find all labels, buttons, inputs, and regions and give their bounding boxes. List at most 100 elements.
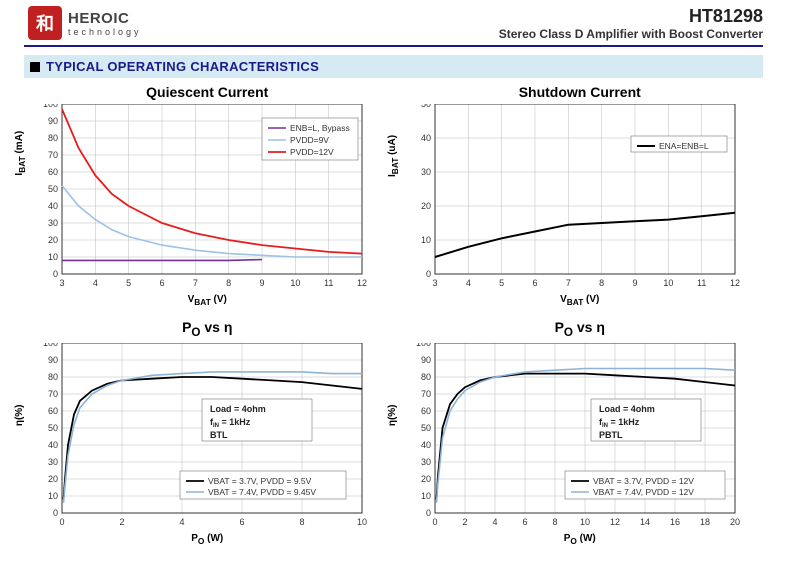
svg-text:5: 5 [499, 278, 504, 288]
part-description: Stereo Class D Amplifier with Boost Conv… [499, 27, 763, 41]
svg-text:0: 0 [425, 508, 430, 518]
svg-text:100: 100 [415, 343, 430, 348]
svg-text:60: 60 [48, 406, 58, 416]
svg-text:20: 20 [48, 235, 58, 245]
svg-text:8: 8 [552, 517, 557, 527]
svg-text:4: 4 [93, 278, 98, 288]
legend-label: VBAT = 3.7V, PVDD = 9.5V [208, 476, 312, 486]
svg-text:70: 70 [420, 389, 430, 399]
page-header: 和 HEROIC technology HT81298 Stereo Class… [0, 0, 787, 43]
svg-text:0: 0 [53, 269, 58, 279]
svg-text:4: 4 [465, 278, 470, 288]
svg-text:2: 2 [119, 517, 124, 527]
svg-text:8: 8 [599, 278, 604, 288]
legend-label: ENA=ENB=L [659, 141, 709, 151]
svg-text:40: 40 [48, 440, 58, 450]
svg-text:PBTL: PBTL [599, 430, 623, 440]
series-line [435, 213, 735, 257]
legend-label: ENB=L, Bypass [290, 123, 350, 133]
svg-text:0: 0 [53, 508, 58, 518]
svg-text:9: 9 [632, 278, 637, 288]
svg-text:50: 50 [420, 423, 430, 433]
x-axis-label: VBAT (V) [34, 294, 381, 307]
series-line [62, 186, 362, 257]
chart-shutdown: Shutdown CurrentIBAT (uA)010203040503456… [407, 84, 754, 307]
svg-text:40: 40 [48, 201, 58, 211]
svg-text:40: 40 [420, 440, 430, 450]
chart-title: PO vs η [34, 319, 381, 339]
svg-text:20: 20 [420, 474, 430, 484]
y-axis-label: IBAT (mA) [14, 131, 27, 176]
svg-text:4: 4 [492, 517, 497, 527]
svg-text:12: 12 [609, 517, 619, 527]
svg-text:8: 8 [226, 278, 231, 288]
chart-svg: 01020304050607080901000246810Load = 4ohm… [34, 343, 368, 531]
svg-text:10: 10 [663, 278, 673, 288]
svg-text:30: 30 [48, 218, 58, 228]
chart-quiescent: Quiescent CurrentIBAT (mA)01020304050607… [34, 84, 381, 307]
chart-title: Quiescent Current [34, 84, 381, 100]
chart-grid: Quiescent CurrentIBAT (mA)01020304050607… [0, 84, 787, 562]
part-block: HT81298 Stereo Class D Amplifier with Bo… [499, 6, 763, 41]
svg-text:90: 90 [48, 355, 58, 365]
square-bullet-icon [30, 62, 40, 72]
chart-title: PO vs η [407, 319, 754, 339]
svg-text:18: 18 [699, 517, 709, 527]
svg-text:14: 14 [639, 517, 649, 527]
svg-text:30: 30 [420, 457, 430, 467]
svg-text:50: 50 [48, 184, 58, 194]
header-rule [24, 45, 763, 47]
svg-text:70: 70 [48, 150, 58, 160]
svg-text:0: 0 [432, 517, 437, 527]
svg-text:80: 80 [48, 133, 58, 143]
svg-text:10: 10 [290, 278, 300, 288]
x-axis-label: PO (W) [407, 533, 754, 546]
svg-text:12: 12 [729, 278, 739, 288]
svg-text:20: 20 [48, 474, 58, 484]
svg-text:50: 50 [48, 423, 58, 433]
chart-po-eta-pbtl: PO vs ηη(%)01020304050607080901000246810… [407, 319, 754, 546]
y-axis-label: η(%) [387, 404, 398, 426]
brand-name: HEROIC [68, 10, 142, 27]
svg-text:20: 20 [420, 201, 430, 211]
svg-text:10: 10 [420, 491, 430, 501]
svg-text:5: 5 [126, 278, 131, 288]
svg-text:2: 2 [462, 517, 467, 527]
svg-text:40: 40 [420, 133, 430, 143]
legend-label: PVDD=9V [290, 135, 329, 145]
svg-text:3: 3 [59, 278, 64, 288]
logo-icon: 和 [28, 6, 62, 40]
svg-text:3: 3 [432, 278, 437, 288]
svg-text:80: 80 [420, 372, 430, 382]
svg-text:100: 100 [43, 104, 58, 109]
y-axis-label: η(%) [14, 404, 25, 426]
svg-text:10: 10 [420, 235, 430, 245]
svg-text:30: 30 [48, 457, 58, 467]
svg-text:20: 20 [729, 517, 739, 527]
svg-text:Load = 4ohm: Load = 4ohm [210, 404, 266, 414]
legend-label: VBAT = 3.7V, PVDD = 12V [593, 476, 694, 486]
svg-text:10: 10 [48, 252, 58, 262]
svg-text:10: 10 [357, 517, 367, 527]
svg-text:6: 6 [532, 278, 537, 288]
chart-title: Shutdown Current [407, 84, 754, 100]
chart-svg: 010203040503456789101112ENA=ENB=L [407, 104, 741, 292]
legend-label: PVDD=12V [290, 147, 334, 157]
svg-text:7: 7 [193, 278, 198, 288]
svg-text:12: 12 [357, 278, 367, 288]
series-line [62, 260, 262, 261]
svg-text:7: 7 [565, 278, 570, 288]
svg-text:60: 60 [420, 406, 430, 416]
x-axis-label: VBAT (V) [407, 294, 754, 307]
svg-text:70: 70 [48, 389, 58, 399]
x-axis-label: PO (W) [34, 533, 381, 546]
svg-text:50: 50 [420, 104, 430, 109]
svg-text:6: 6 [522, 517, 527, 527]
svg-text:8: 8 [299, 517, 304, 527]
svg-text:0: 0 [425, 269, 430, 279]
svg-text:6: 6 [239, 517, 244, 527]
svg-text:6: 6 [159, 278, 164, 288]
svg-text:0: 0 [59, 517, 64, 527]
svg-text:Load = 4ohm: Load = 4ohm [599, 404, 655, 414]
svg-text:90: 90 [48, 116, 58, 126]
